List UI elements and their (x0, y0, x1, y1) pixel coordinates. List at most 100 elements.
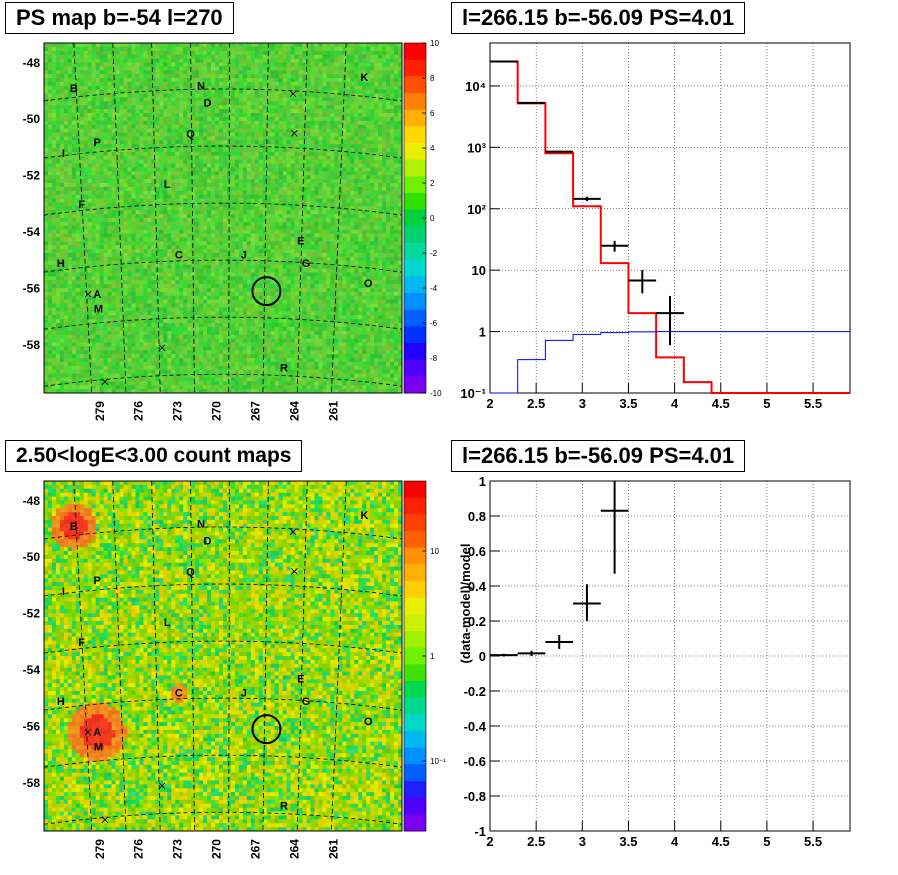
map-pixel (258, 233, 264, 238)
map-pixel (111, 171, 116, 176)
map-pixel (111, 264, 116, 269)
map-pixel (159, 171, 164, 176)
map-pixel (175, 58, 180, 63)
map-pixel (75, 381, 81, 386)
map-pixel (203, 93, 208, 98)
map-pixel (246, 183, 252, 188)
map-pixel (175, 210, 180, 215)
map-pixel (183, 342, 188, 347)
map-pixel (238, 256, 244, 262)
map-pixel (179, 237, 184, 242)
map-pixel (242, 295, 248, 301)
map-pixel (167, 132, 172, 137)
map-pixel (51, 365, 57, 371)
map-pixel (119, 214, 124, 219)
map-pixel (250, 249, 256, 254)
map-pixel (171, 109, 176, 114)
map-pixel (171, 342, 176, 347)
map-pixel (67, 233, 73, 238)
map-pixel (159, 136, 164, 141)
map-pixel (143, 276, 148, 281)
map-pixel (258, 221, 264, 227)
map-pixel (135, 210, 140, 215)
map-pixel (47, 361, 53, 367)
map-pixel (107, 229, 113, 234)
map-pixel (203, 334, 208, 339)
map-pixel (151, 70, 156, 75)
map-pixel (111, 373, 116, 378)
map-pixel (234, 50, 240, 56)
map-pixel (51, 81, 57, 87)
map-pixel (175, 276, 180, 281)
map-pixel (99, 237, 105, 242)
map-pixel (242, 163, 248, 168)
map-pixel (159, 330, 164, 336)
map-pixel (230, 373, 236, 378)
map-pixel (230, 136, 236, 141)
map-pixel (203, 54, 208, 59)
map-pixel (87, 151, 93, 157)
map-pixel (203, 78, 208, 83)
map-pixel (250, 202, 256, 207)
map-pixel (223, 159, 228, 164)
map-pixel (219, 120, 224, 126)
map-pixel (135, 167, 140, 172)
map-pixel (99, 120, 105, 126)
map-pixel (51, 74, 57, 79)
map-pixel (67, 385, 73, 390)
map-pixel (63, 288, 69, 293)
map-pixel (230, 299, 236, 304)
map-pixel (250, 74, 256, 79)
map-pixel (262, 105, 268, 110)
map-pixel (135, 50, 140, 56)
map-pixel (151, 46, 156, 52)
map-pixel (71, 358, 77, 363)
map-pixel (183, 58, 188, 63)
map-pixel (215, 295, 220, 301)
map-pixel (159, 58, 164, 63)
map-pixel (44, 354, 49, 359)
map-pixel (258, 326, 264, 332)
map-pixel (203, 245, 208, 250)
map-pixel (115, 338, 120, 343)
map-pixel (107, 256, 113, 262)
map-pixel (195, 225, 200, 231)
map-pixel (71, 132, 77, 137)
map-pixel (107, 81, 113, 87)
map-pixel (211, 81, 216, 87)
map-pixel (63, 342, 69, 347)
map-pixel (155, 249, 160, 254)
map-pixel (119, 365, 124, 371)
map-pixel (51, 260, 57, 266)
map-pixel (55, 358, 61, 363)
map-pixel (187, 264, 192, 269)
map-pixel (147, 144, 152, 149)
map-pixel (171, 338, 176, 343)
map-pixel (167, 81, 172, 87)
map-pixel (147, 241, 152, 246)
map-pixel (219, 307, 224, 312)
map-pixel (47, 167, 53, 172)
map-pixel (163, 218, 168, 223)
map-pixel (175, 120, 180, 126)
map-pixel (175, 105, 180, 110)
map-pixel (127, 326, 132, 332)
map-pixel (195, 54, 200, 59)
map-pixel (75, 334, 81, 339)
map-pixel (75, 225, 81, 231)
map-pixel (99, 101, 105, 106)
map-pixel (87, 43, 93, 48)
map-pixel (107, 299, 113, 304)
map-pixel (95, 105, 101, 110)
map-pixel (242, 389, 248, 394)
map-pixel (67, 128, 73, 133)
map-pixel (234, 70, 240, 75)
map-pixel (119, 260, 124, 266)
map-pixel (119, 198, 124, 203)
map-pixel (183, 307, 188, 312)
map-pixel (250, 280, 256, 285)
map-pixel (195, 50, 200, 56)
map-pixel (123, 319, 128, 324)
map-pixel (246, 338, 252, 343)
map-pixel (234, 330, 240, 336)
